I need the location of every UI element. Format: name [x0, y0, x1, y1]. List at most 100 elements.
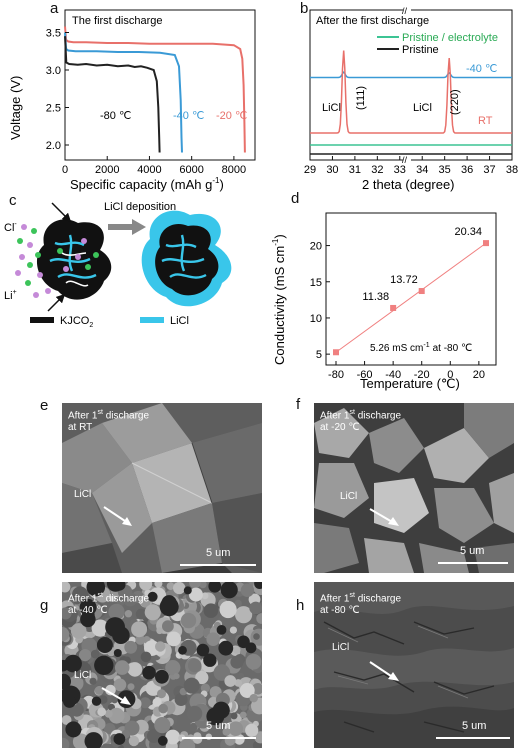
sem-grain — [162, 620, 174, 633]
legend-electrolyte: Pristine / electrolyte — [402, 32, 498, 44]
sem-grain — [146, 729, 161, 744]
series-label-m80: -80 ℃ — [100, 110, 131, 122]
sem-pore — [91, 696, 102, 706]
sem-grain — [201, 592, 209, 600]
chart-d-ylabel: Conductivity (mS cm-1) — [271, 234, 287, 365]
sem-phase-label-m80: LiCl — [332, 642, 350, 653]
sem-grain — [155, 641, 166, 652]
sem-grain — [111, 696, 118, 704]
sem-pore — [183, 586, 192, 595]
sem-grain — [230, 655, 244, 669]
sem-grain — [91, 619, 109, 637]
chart-b-title: After the first discharge — [316, 15, 429, 27]
sem-pore — [203, 653, 217, 667]
x-tick-label: 37 — [483, 164, 495, 176]
sem-grain — [173, 673, 180, 680]
sem-pore — [86, 582, 106, 597]
sem-grain — [219, 600, 237, 619]
sem-grain — [94, 685, 104, 695]
legend-pristine: Pristine — [402, 44, 439, 56]
sem-grain — [62, 582, 71, 593]
sem-image-m20: After 1st discharge at -20 ℃ LiCl 5 um — [314, 403, 514, 573]
legend-kjco2: KJCO2 — [60, 315, 93, 329]
series-label-m40-b: -40 ℃ — [466, 63, 497, 75]
y-tick-label: 3.5 — [46, 28, 61, 40]
sem-scale-bar-m40 — [182, 737, 256, 739]
ion-li-label: Li+ — [4, 289, 17, 302]
panel-label-b: b — [300, 0, 309, 17]
sem-grain — [187, 658, 202, 673]
x-tick-label: 33 — [394, 164, 406, 176]
axis-break-mark-top: // — [402, 6, 408, 16]
sem-grain — [240, 583, 255, 597]
data-label: 13.72 — [390, 274, 418, 286]
sem-grain — [79, 649, 92, 662]
axis-break-top — [403, 8, 411, 14]
x-tick-label: 6000 — [179, 164, 203, 176]
sem-grain — [154, 717, 171, 734]
sem-grain — [154, 582, 163, 588]
sem-grain — [139, 582, 153, 591]
sem-grain — [105, 684, 116, 696]
sem-pore — [237, 635, 250, 649]
fit-line — [335, 242, 487, 353]
legend-swatch-kjco2 — [30, 317, 54, 323]
sem-pore — [159, 597, 179, 617]
sem-pore — [96, 637, 113, 653]
panel-label-d: d — [291, 190, 300, 207]
sem-grain — [249, 601, 262, 615]
y-tick-label: 2.0 — [46, 140, 61, 152]
sem-grain — [166, 631, 182, 647]
x-tick-label: 38 — [506, 164, 518, 176]
sem-pore — [147, 591, 158, 602]
panel-label-a: a — [50, 0, 59, 17]
sem-grain — [156, 627, 164, 635]
sem-grain — [228, 721, 244, 736]
sem-grain — [72, 586, 89, 603]
sem-grain — [256, 613, 262, 624]
panel-label-h: h — [296, 597, 305, 614]
sem-pore — [254, 582, 262, 589]
sem-image-m80: After 1st discharge at -80 ℃ LiCl 5 um — [314, 582, 514, 748]
y-tick-label: 10 — [310, 313, 322, 325]
schematic-title: LiCl deposition — [104, 201, 176, 213]
sem-pore — [84, 732, 103, 748]
data-point — [483, 240, 489, 247]
sem-grain — [234, 734, 245, 745]
x-tick-label: 34 — [416, 164, 428, 176]
x-tick-label: 32 — [371, 164, 383, 176]
sem-grain — [213, 664, 231, 681]
ion-cloud — [15, 224, 99, 298]
peak-licl-2: LiCl — [413, 102, 432, 114]
sem-arrow-m40 — [101, 687, 131, 705]
sem-texture-m40 — [62, 582, 262, 748]
carbon-particle — [36, 219, 112, 300]
sem-grain — [239, 711, 247, 719]
sem-pore — [105, 617, 125, 637]
chart-d-annotation: 5.26 mS cm-1 at -80 ℃ — [370, 342, 472, 354]
sem-scale-label-m20: 5 um — [460, 545, 485, 557]
sem-caption-rt: After 1st discharge at RT — [68, 409, 150, 434]
sem-grain — [144, 604, 161, 621]
sem-grain — [90, 649, 100, 659]
data-label: 11.38 — [362, 291, 389, 303]
sem-grain — [97, 707, 107, 717]
sem-pore — [142, 665, 156, 680]
axis-break-mark-bottom: // — [402, 155, 408, 165]
x-tick-label: 0 — [62, 164, 68, 176]
sem-pore — [208, 582, 222, 593]
sem-grain — [140, 651, 152, 663]
sem-grain — [180, 612, 197, 629]
x-tick-label: 8000 — [222, 164, 246, 176]
y-tick-label: 2.5 — [46, 103, 61, 115]
xrd-pattern-0 — [310, 71, 512, 79]
sem-scale-label-m80: 5 um — [462, 720, 487, 732]
x-tick-label: 20 — [473, 369, 485, 381]
sem-grain — [62, 737, 70, 748]
sem-grain — [192, 734, 203, 744]
sem-grain — [174, 693, 188, 706]
sem-grain — [188, 587, 203, 602]
sem-pore — [178, 645, 187, 655]
sem-grain — [62, 627, 70, 642]
